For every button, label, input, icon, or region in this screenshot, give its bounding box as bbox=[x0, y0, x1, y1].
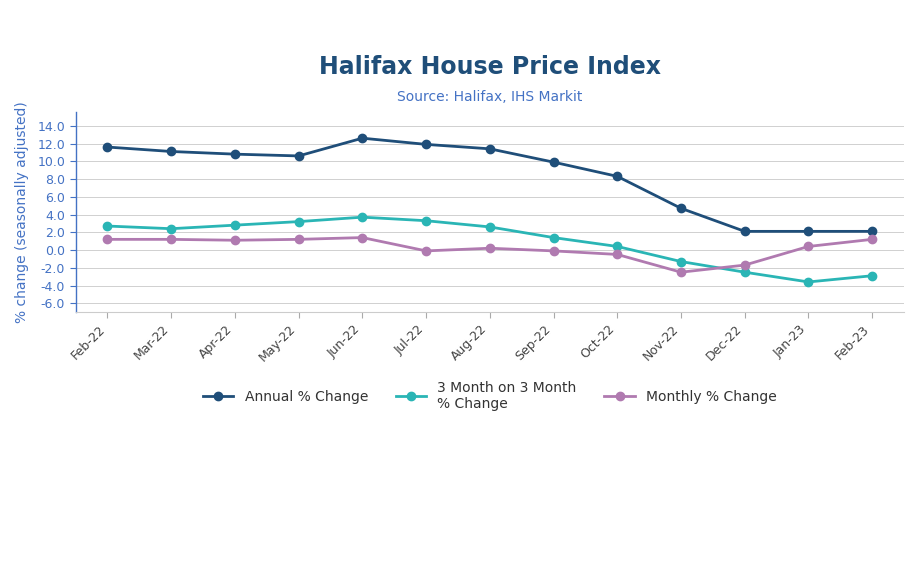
3 Month on 3 Month
% Change bbox=[612, 243, 623, 250]
Annual % Change bbox=[675, 205, 686, 212]
Annual % Change bbox=[484, 145, 495, 152]
3 Month on 3 Month
% Change bbox=[484, 224, 495, 231]
Monthly % Change bbox=[357, 234, 368, 241]
Annual % Change bbox=[357, 135, 368, 142]
Annual % Change bbox=[293, 153, 304, 159]
Line: 3 Month on 3 Month
% Change: 3 Month on 3 Month % Change bbox=[103, 213, 877, 286]
Annual % Change bbox=[421, 141, 432, 148]
Y-axis label: % change (seasonally adjusted): % change (seasonally adjusted) bbox=[15, 101, 29, 323]
Annual % Change bbox=[612, 173, 623, 180]
Monthly % Change bbox=[739, 262, 750, 268]
Monthly % Change bbox=[867, 236, 878, 243]
Annual % Change bbox=[165, 148, 176, 155]
3 Month on 3 Month
% Change bbox=[357, 214, 368, 220]
Title: Halifax House Price Index: Halifax House Price Index bbox=[319, 55, 661, 79]
Monthly % Change bbox=[230, 237, 241, 244]
3 Month on 3 Month
% Change bbox=[739, 269, 750, 276]
Monthly % Change bbox=[102, 236, 113, 243]
Monthly % Change bbox=[484, 245, 495, 251]
3 Month on 3 Month
% Change bbox=[165, 225, 176, 232]
3 Month on 3 Month
% Change bbox=[548, 234, 559, 241]
Monthly % Change bbox=[612, 251, 623, 258]
Monthly % Change bbox=[675, 269, 686, 276]
3 Month on 3 Month
% Change bbox=[230, 222, 241, 229]
Legend: Annual % Change, 3 Month on 3 Month
% Change, Monthly % Change: Annual % Change, 3 Month on 3 Month % Ch… bbox=[198, 375, 782, 416]
Monthly % Change bbox=[165, 236, 176, 243]
Annual % Change bbox=[867, 228, 878, 234]
Monthly % Change bbox=[293, 236, 304, 243]
Line: Monthly % Change: Monthly % Change bbox=[103, 233, 877, 276]
3 Month on 3 Month
% Change bbox=[293, 218, 304, 225]
Monthly % Change bbox=[548, 247, 559, 254]
3 Month on 3 Month
% Change bbox=[675, 258, 686, 265]
Annual % Change bbox=[230, 151, 241, 158]
3 Month on 3 Month
% Change bbox=[803, 279, 814, 285]
Annual % Change bbox=[548, 159, 559, 166]
Monthly % Change bbox=[803, 243, 814, 250]
Annual % Change bbox=[739, 228, 750, 234]
3 Month on 3 Month
% Change bbox=[867, 272, 878, 279]
Text: Source: Halifax, IHS Markit: Source: Halifax, IHS Markit bbox=[397, 90, 583, 105]
3 Month on 3 Month
% Change bbox=[102, 223, 113, 229]
Annual % Change bbox=[803, 228, 814, 234]
Line: Annual % Change: Annual % Change bbox=[103, 134, 877, 236]
3 Month on 3 Month
% Change bbox=[421, 218, 432, 224]
Monthly % Change bbox=[421, 247, 432, 254]
Annual % Change bbox=[102, 144, 113, 150]
